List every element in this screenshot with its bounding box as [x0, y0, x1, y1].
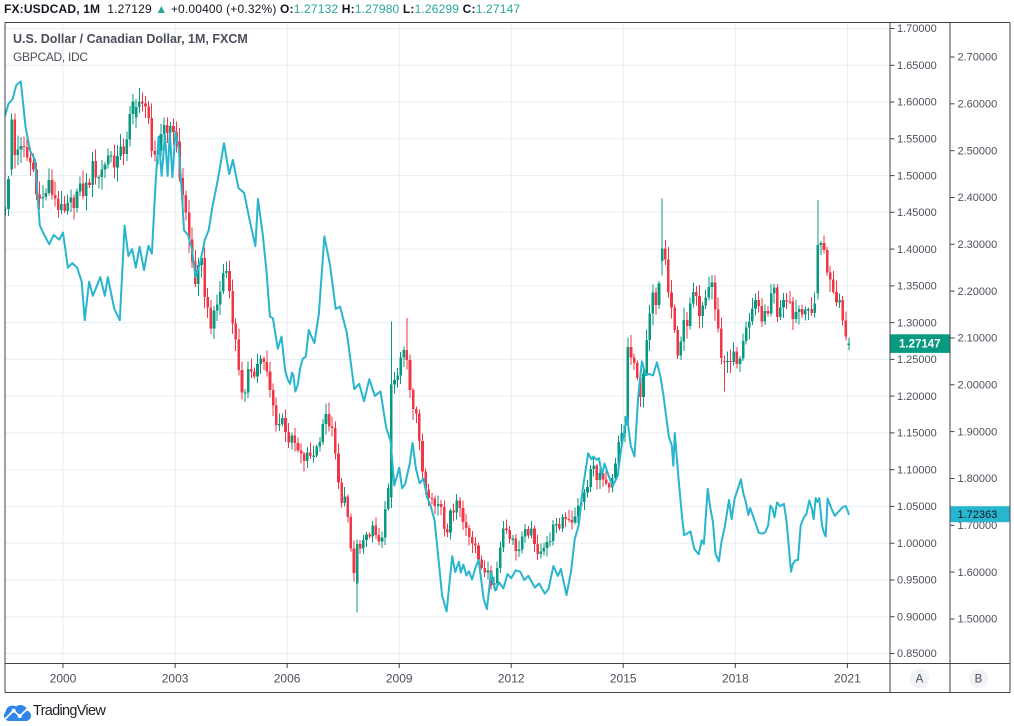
svg-text:1.50000: 1.50000 — [958, 614, 998, 626]
svg-text:0.85000: 0.85000 — [897, 648, 937, 660]
svg-text:B: B — [975, 674, 983, 686]
svg-text:1.20000: 1.20000 — [897, 391, 937, 403]
svg-text:2.30000: 2.30000 — [958, 239, 998, 251]
svg-text:2018: 2018 — [722, 672, 749, 686]
svg-text:2000: 2000 — [50, 672, 77, 686]
svg-text:2.20000: 2.20000 — [958, 286, 998, 298]
svg-text:1.72363: 1.72363 — [958, 509, 998, 521]
svg-text:2009: 2009 — [386, 672, 413, 686]
svg-text:1.15000: 1.15000 — [897, 428, 937, 440]
svg-text:1.25000: 1.25000 — [897, 354, 937, 366]
svg-text:2012: 2012 — [498, 672, 525, 686]
svg-text:2.10000: 2.10000 — [958, 333, 998, 345]
svg-text:0.90000: 0.90000 — [897, 611, 937, 623]
svg-text:1.35000: 1.35000 — [897, 281, 937, 293]
svg-text:1.27147: 1.27147 — [899, 339, 941, 351]
svg-text:2015: 2015 — [610, 672, 637, 686]
svg-text:1.80000: 1.80000 — [958, 473, 998, 485]
svg-text:2.60000: 2.60000 — [958, 99, 998, 111]
svg-text:1.45000: 1.45000 — [897, 207, 937, 219]
svg-text:1.05000: 1.05000 — [897, 501, 937, 513]
svg-text:0.95000: 0.95000 — [897, 575, 937, 587]
svg-text:1.10000: 1.10000 — [897, 464, 937, 476]
svg-text:2.00000: 2.00000 — [958, 380, 998, 392]
svg-text:1.70000: 1.70000 — [897, 23, 937, 35]
svg-text:2021: 2021 — [834, 672, 861, 686]
svg-text:2003: 2003 — [162, 672, 189, 686]
svg-text:1.60000: 1.60000 — [958, 567, 998, 579]
svg-text:1.00000: 1.00000 — [897, 538, 937, 550]
svg-text:2.40000: 2.40000 — [958, 192, 998, 204]
svg-text:1.60000: 1.60000 — [897, 97, 937, 109]
svg-text:A: A — [916, 674, 924, 686]
svg-text:2006: 2006 — [274, 672, 301, 686]
svg-text:1.50000: 1.50000 — [897, 170, 937, 182]
svg-text:1.30000: 1.30000 — [897, 317, 937, 329]
svg-text:1.65000: 1.65000 — [897, 60, 937, 72]
svg-text:2.50000: 2.50000 — [958, 145, 998, 157]
svg-text:1.90000: 1.90000 — [958, 426, 998, 438]
svg-text:1.70000: 1.70000 — [958, 520, 998, 532]
svg-text:1.55000: 1.55000 — [897, 134, 937, 146]
svg-text:1.40000: 1.40000 — [897, 244, 937, 256]
svg-text:2.70000: 2.70000 — [958, 52, 998, 64]
